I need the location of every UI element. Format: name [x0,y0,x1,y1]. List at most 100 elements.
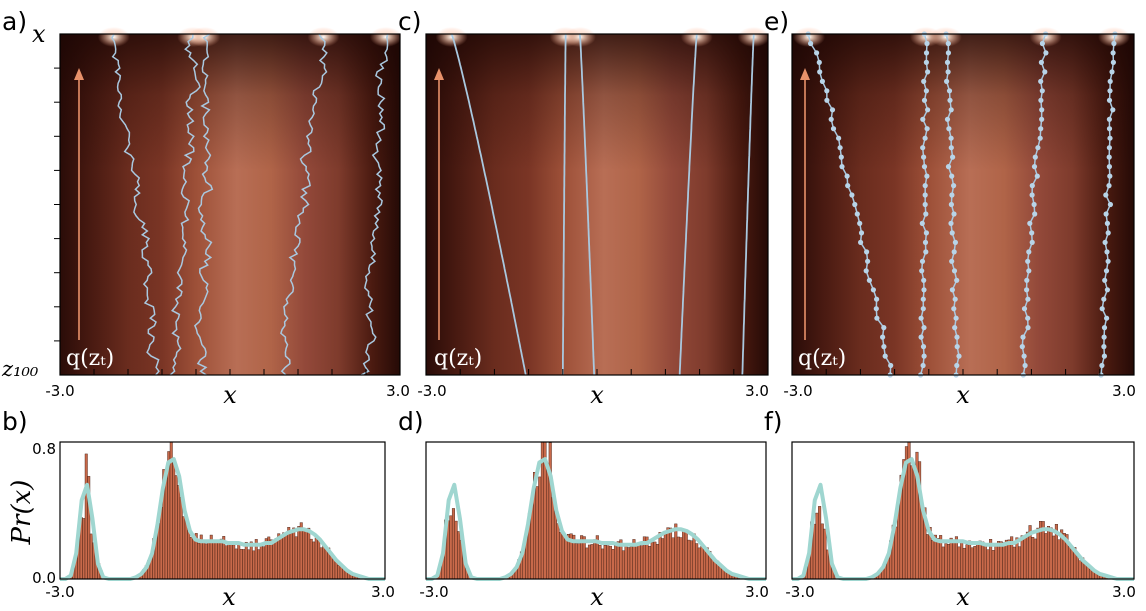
trajectory-line [579,33,596,376]
histogram-bar [653,541,657,580]
trajectory-point [923,230,929,236]
trajectory-point [1099,362,1105,369]
trajectory-point [857,220,863,226]
histogram-bar [621,550,625,580]
histogram-bar [603,545,607,580]
histogram-bar [292,527,296,580]
trajectory-point [1107,135,1113,141]
histogram-bar [262,546,266,580]
trajectory-point [1107,88,1113,94]
trajectory-point [1043,50,1049,56]
trajectory-point [923,59,929,65]
histogram-bar [983,545,987,580]
x-tick-left-a: -3.0 [45,382,74,400]
histogram-bar [640,545,644,580]
trajectory-point [1035,145,1041,151]
histogram-bar [635,544,639,580]
histogram-bar [269,539,273,580]
trajectory-point [882,353,888,359]
histogram-bar [272,541,276,580]
trajectory-point [1107,78,1113,84]
trajectory-point [1106,126,1113,132]
trajectory-point [1019,344,1025,350]
histogram-bar [1020,535,1024,580]
histogram-bar [179,497,183,580]
histogram-bar [910,465,914,580]
trajectory-point [849,192,855,198]
trajectory-point [918,334,924,340]
histogram-bar [587,544,591,580]
histogram-bar [812,523,816,580]
glow-spot [1029,27,1062,47]
trajectory-line [193,33,214,376]
trajectory-point [952,296,958,302]
trajectory-point [920,296,926,302]
panel-label-b: b) [2,407,28,436]
histogram-bar [663,532,667,580]
histogram-frame [425,441,767,580]
trajectory-point [921,154,927,160]
histogram-bar [334,561,338,580]
trajectory-point [1024,277,1030,283]
trajectory-point [1101,344,1107,350]
trajectory-point [854,211,860,217]
trajectory-point [874,315,880,321]
histogram-bar [661,538,665,580]
histogram-bar [674,523,678,580]
trajectory-point [816,59,822,65]
histogram-bar [229,542,233,580]
histogram-bar [577,543,581,580]
x-tick-left-c: -3.0 [417,382,446,400]
histogram-bar [952,541,956,580]
trajectory-point [866,277,872,283]
histogram-bar [606,545,610,580]
histogram-bar [257,549,261,580]
trajectory-point [844,173,850,179]
histogram-bar [1075,556,1079,580]
histogram-bar [1012,546,1016,580]
histogram-bar [89,533,93,580]
histogram-bar [689,540,693,580]
histogram-bar [616,541,620,580]
histogram-bar [202,539,206,580]
x-axis-label-d: x [590,583,604,611]
histogram-bar [1049,527,1053,580]
trajectory-point [922,239,929,245]
trajectory-point [1106,145,1112,151]
trajectory-point [873,306,879,312]
histogram-bar [451,508,455,580]
histogram-bar [944,543,948,580]
histogram-bar [941,546,945,580]
trajectory-point [1105,230,1111,236]
trajectory-point [1109,69,1115,75]
trajectory-point [949,192,955,198]
trajectory-point [1106,183,1112,189]
trajectory-point [864,249,870,255]
trajectory-point [1029,183,1035,189]
trajectory-point [1038,97,1044,103]
histogram-bar [996,541,1001,580]
trajectory-point [1110,107,1116,113]
trajectory-point [1111,40,1117,47]
trajectory-point [949,230,955,236]
histogram-bar [815,512,819,580]
q-annotation: q(zₜ) [434,346,482,371]
trajectory-point [863,268,869,274]
trajectory-point [1103,211,1109,217]
x-axis-label-f: x [956,583,970,611]
trajectory-point [819,78,825,84]
histogram-bar [687,539,691,580]
trajectory-point [1107,173,1113,179]
histogram-bar [332,559,336,580]
histogram-frame [59,441,386,580]
trajectory-point [1104,315,1110,321]
histogram-bar [684,531,688,580]
trajectory-point [845,183,851,189]
trajectory-point [836,135,842,141]
trajectory-point [1105,258,1111,264]
trajectory-point [924,40,930,47]
histogram-bar [164,474,168,580]
histogram-bar [252,550,256,580]
histogram-bar [237,544,241,580]
histogram-bar [1052,535,1056,580]
